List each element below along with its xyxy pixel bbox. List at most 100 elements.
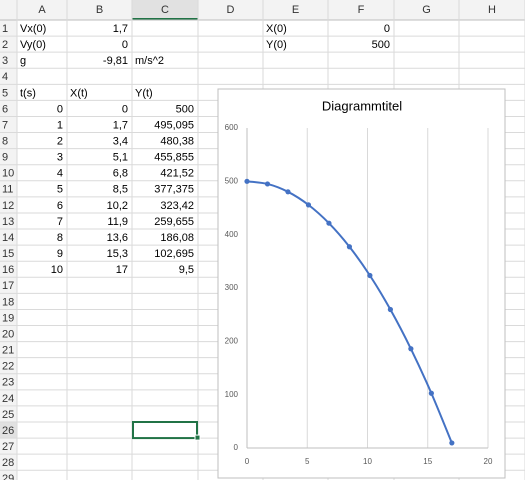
row-header[interactable]: 27 [2, 441, 14, 453]
cell-text[interactable]: 6 [57, 200, 63, 212]
row-header[interactable]: 10 [2, 168, 14, 180]
cell-text[interactable]: 421,52 [160, 168, 194, 180]
row-header[interactable]: 25 [2, 409, 14, 421]
cell-text[interactable]: 480,38 [160, 136, 194, 148]
column-header[interactable]: F [358, 4, 365, 16]
cell-text[interactable]: 17 [116, 264, 128, 276]
cell-text[interactable]: 0 [57, 103, 63, 115]
cell-text[interactable]: 10,2 [107, 200, 128, 212]
row-header[interactable]: 8 [2, 136, 8, 148]
cell-text[interactable]: 2 [57, 136, 63, 148]
row-header[interactable]: 16 [2, 264, 14, 276]
row-header-bar [0, 0, 17, 480]
column-header[interactable]: H [488, 4, 496, 16]
cell-text[interactable]: 3,4 [113, 136, 128, 148]
row-header[interactable]: 21 [2, 345, 14, 357]
cell-text[interactable]: -9,81 [103, 55, 128, 67]
cell-text[interactable]: 8 [57, 232, 63, 244]
cell-text[interactable]: 0 [122, 39, 128, 51]
cell-text[interactable]: Y(t) [135, 87, 153, 99]
cell-text[interactable]: 323,42 [160, 200, 194, 212]
x-tick-label: 20 [484, 457, 493, 466]
cell-text[interactable]: X(t) [70, 87, 88, 99]
cell-text[interactable]: 500 [372, 39, 390, 51]
cell-text[interactable]: 455,855 [154, 152, 194, 164]
cell-text[interactable]: 1,7 [113, 119, 128, 131]
row-header[interactable]: 26 [2, 425, 14, 437]
row-header[interactable]: 3 [2, 55, 8, 67]
data-point [408, 346, 414, 352]
row-header[interactable]: 13 [2, 216, 14, 228]
column-header[interactable]: E [292, 4, 299, 16]
cell-text[interactable]: 5,1 [113, 152, 128, 164]
data-point [387, 306, 393, 313]
row-header[interactable]: 6 [2, 103, 8, 115]
cell-text[interactable]: 13,6 [107, 232, 128, 244]
row-header[interactable]: 20 [2, 328, 14, 340]
cell-text[interactable]: 4 [57, 168, 63, 180]
fill-handle[interactable] [194, 434, 201, 441]
cell-text[interactable]: 6,8 [113, 168, 128, 180]
cell-text[interactable]: 495,095 [154, 119, 194, 131]
row-header[interactable]: 9 [2, 152, 8, 164]
chart-area[interactable] [217, 88, 506, 479]
x-tick-label: 10 [363, 457, 372, 466]
cell-text[interactable]: 259,655 [154, 216, 194, 228]
cell-text[interactable]: 377,375 [154, 184, 194, 196]
cell-text[interactable]: Vx(0) [20, 23, 46, 35]
cell-text[interactable]: 10 [51, 264, 63, 276]
row-header[interactable]: 14 [2, 232, 14, 244]
row-header[interactable]: 7 [2, 119, 8, 131]
column-header[interactable]: D [227, 4, 235, 16]
cell-text[interactable]: m/s^2 [135, 55, 164, 67]
row-header[interactable]: 2 [2, 39, 8, 51]
row-header[interactable]: 24 [2, 393, 14, 405]
data-point [428, 390, 434, 396]
row-header[interactable]: 4 [2, 71, 8, 83]
cell-text[interactable]: 15,3 [107, 248, 128, 260]
cell-text[interactable]: 500 [176, 103, 194, 115]
y-tick-label: 0 [234, 443, 239, 452]
selected-cell[interactable] [132, 421, 198, 440]
cell-text[interactable]: 0 [122, 103, 128, 115]
row-header[interactable]: 28 [2, 457, 14, 469]
y-tick-label: 300 [225, 283, 239, 292]
cell-text[interactable]: Vy(0) [20, 39, 46, 51]
row-header[interactable]: 11 [2, 184, 13, 196]
cell-text[interactable]: 9,5 [179, 264, 194, 276]
cell-text[interactable]: Y(0) [266, 39, 287, 51]
cell-text[interactable]: 11,9 [107, 216, 128, 228]
cell-text[interactable]: X(0) [266, 23, 287, 35]
row-header[interactable]: 1 [2, 23, 8, 35]
cell-text[interactable]: 8,5 [113, 184, 128, 196]
row-header[interactable]: 29 [2, 473, 14, 480]
column-header[interactable]: B [96, 4, 103, 16]
cell-text[interactable]: g [20, 55, 26, 67]
cell-text[interactable]: 7 [57, 216, 63, 228]
cell-text[interactable]: 1,7 [113, 23, 128, 35]
selected-row-header [0, 422, 17, 439]
cell-text[interactable]: 3 [57, 152, 63, 164]
row-header[interactable]: 15 [2, 248, 14, 260]
row-header[interactable]: 12 [2, 200, 14, 212]
cell-text[interactable]: 102,695 [154, 248, 194, 260]
x-tick-label: 0 [245, 457, 250, 466]
column-header[interactable]: G [422, 4, 431, 16]
y-tick-label: 200 [225, 336, 239, 345]
row-header[interactable]: 18 [2, 296, 14, 308]
row-header[interactable]: 17 [2, 280, 14, 292]
cell-text[interactable]: 9 [57, 248, 63, 260]
cell-text[interactable]: 1 [57, 119, 63, 131]
column-header[interactable]: C [161, 4, 169, 16]
cell-text[interactable]: 5 [57, 184, 63, 196]
cell-text[interactable]: 186,08 [160, 232, 194, 244]
y-tick-label: 500 [225, 176, 239, 185]
cell-text[interactable]: 0 [384, 23, 390, 35]
row-header[interactable]: 23 [2, 377, 14, 389]
row-header[interactable]: 19 [2, 312, 14, 324]
row-header[interactable]: 22 [2, 361, 14, 373]
cell-text[interactable]: t(s) [20, 87, 36, 99]
column-header[interactable]: A [38, 4, 46, 16]
row-header[interactable]: 5 [2, 87, 8, 99]
